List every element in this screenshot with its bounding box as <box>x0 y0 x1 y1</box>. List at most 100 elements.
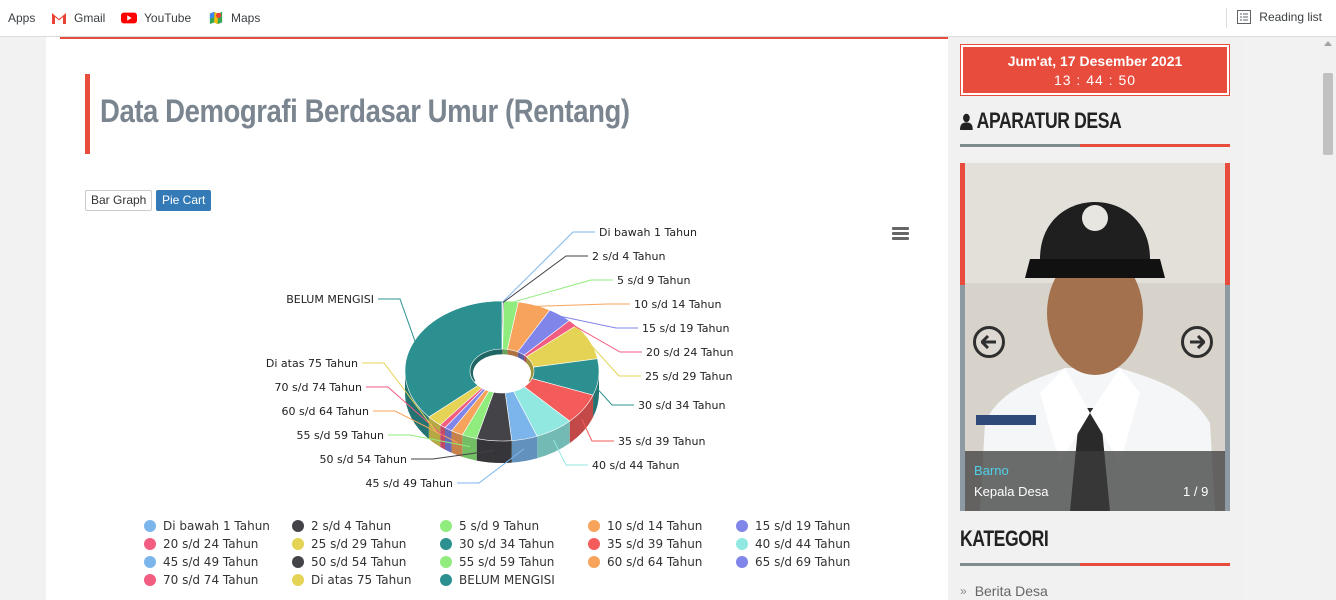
legend-item-11[interactable]: 50 s/d 54 Tahun <box>292 555 406 569</box>
data-label-17: BELUM MENGISI <box>286 293 374 306</box>
legend-item-14[interactable]: 65 s/d 69 Tahun <box>736 555 850 569</box>
legend-item-10[interactable]: 45 s/d 49 Tahun <box>144 555 258 569</box>
connector-9 <box>552 439 588 466</box>
connector-15 <box>366 386 445 437</box>
legend-item-4[interactable]: 15 s/d 19 Tahun <box>736 519 850 533</box>
slider-next-button[interactable] <box>1181 326 1213 358</box>
legend-item-15[interactable]: 70 s/d 74 Tahun <box>144 573 258 587</box>
legend-item-9[interactable]: 40 s/d 44 Tahun <box>736 537 850 551</box>
scroll-up-arrow-icon[interactable] <box>1324 41 1332 46</box>
connector-13 <box>373 410 459 444</box>
connector-3 <box>533 303 630 307</box>
slice-side-9 <box>537 421 570 459</box>
legend-item-13[interactable]: 60 s/d 64 Tahun <box>588 555 702 569</box>
legend-item-16[interactable]: Di atas 75 Tahun <box>292 573 411 587</box>
data-label-9: 40 s/d 44 Tahun <box>592 459 679 472</box>
legend-label-13: 60 s/d 64 Tahun <box>607 555 703 569</box>
slider-prev-button[interactable] <box>973 326 1005 358</box>
legend-marker-14 <box>736 556 748 568</box>
aparatur-title: APARATUR DESA <box>976 108 1122 133</box>
legend-label-10: 45 s/d 49 Tahun <box>163 555 259 569</box>
legend-label-7: 30 s/d 34 Tahun <box>459 537 555 551</box>
arrow-right-icon <box>1190 335 1205 349</box>
user-icon <box>960 113 973 130</box>
legend-marker-2 <box>440 520 452 532</box>
data-label-6: 25 s/d 29 Tahun <box>645 370 732 383</box>
youtube-icon <box>121 12 137 24</box>
legend-item-0[interactable]: Di bawah 1 Tahun <box>144 519 270 533</box>
slice-17[interactable] <box>404 300 503 418</box>
legend-marker-8 <box>588 538 600 550</box>
legend-item-3[interactable]: 10 s/d 14 Tahun <box>588 519 702 533</box>
connector-16 <box>362 362 437 432</box>
legend-marker-12 <box>440 556 452 568</box>
legend-item-5[interactable]: 20 s/d 24 Tahun <box>144 537 258 551</box>
legend-label-14: 65 s/d 69 Tahun <box>755 555 851 569</box>
legend-marker-9 <box>736 538 748 550</box>
pie-chart-button[interactable]: Pie Cart <box>156 190 212 211</box>
legend-label-2: 5 s/d 9 Tahun <box>459 519 540 533</box>
reading-list-button[interactable]: Reading list <box>1237 10 1322 24</box>
legend-marker-3 <box>588 520 600 532</box>
legend-label-0: Di bawah 1 Tahun <box>163 519 270 533</box>
bookmarks-separator <box>1226 8 1227 28</box>
arrow-left-icon <box>981 335 996 349</box>
legend-label-3: 10 s/d 14 Tahun <box>607 519 703 533</box>
bar-graph-button[interactable]: Bar Graph <box>85 190 153 211</box>
legend-marker-5 <box>144 538 156 550</box>
bookmark-apps[interactable]: Apps <box>8 10 35 26</box>
slider-accent-right <box>1225 163 1230 285</box>
legend-item-7[interactable]: 30 s/d 34 Tahun <box>440 537 554 551</box>
legend-item-2[interactable]: 5 s/d 9 Tahun <box>440 519 539 533</box>
legend-label-6: 25 s/d 29 Tahun <box>311 537 407 551</box>
official-role: Kepala Desa <box>974 484 1049 499</box>
legend-item-17[interactable]: BELUM MENGISI <box>440 573 555 587</box>
slide-caption: Barno Kepala Desa 1 / 9 <box>965 451 1225 511</box>
data-label-4: 15 s/d 19 Tahun <box>642 322 729 335</box>
legend-marker-11 <box>292 556 304 568</box>
legend-item-8[interactable]: 35 s/d 39 Tahun <box>588 537 702 551</box>
data-label-13: 60 s/d 64 Tahun <box>282 405 369 418</box>
bookmark-youtube[interactable]: YouTube <box>121 10 191 26</box>
legend-marker-17 <box>440 574 452 586</box>
connector-0 <box>501 231 595 303</box>
connector-10 <box>457 448 525 484</box>
scroll-thumb[interactable] <box>1323 73 1333 155</box>
kategori-item-berita-desa[interactable]: » Berita Desa <box>960 583 1048 599</box>
chart-menu-icon[interactable] <box>892 227 910 241</box>
data-label-12: 55 s/d 59 Tahun <box>297 429 384 442</box>
slice-side-10 <box>511 436 538 463</box>
slide-counter: 1 / 9 <box>1183 484 1209 499</box>
legend-label-9: 40 s/d 44 Tahun <box>755 537 851 551</box>
connector-7 <box>596 387 634 406</box>
slice-side-7 <box>593 371 599 418</box>
connector-11 <box>411 449 495 460</box>
aparatur-rule <box>960 144 1230 147</box>
legend-marker-13 <box>588 556 600 568</box>
legend-item-12[interactable]: 55 s/d 59 Tahun <box>440 555 554 569</box>
bookmark-maps-label: Maps <box>231 11 261 25</box>
donut-hole <box>473 354 531 393</box>
title-accent-bar <box>85 74 90 154</box>
slice-side-15 <box>440 424 445 450</box>
legend-item-6[interactable]: 25 s/d 29 Tahun <box>292 537 406 551</box>
slice-side-12 <box>462 434 477 461</box>
connector-12 <box>388 434 471 448</box>
aparatur-slider[interactable]: Barno Kepala Desa 1 / 9 <box>960 163 1230 511</box>
top-accent-line <box>60 37 948 39</box>
legend-item-1[interactable]: 2 s/d 4 Tahun <box>292 519 391 533</box>
data-label-16: Di atas 75 Tahun <box>266 357 358 370</box>
bookmark-maps[interactable]: Maps <box>208 10 260 26</box>
page: Data Demografi Berdasar Umur (Rentang) B… <box>0 37 1336 600</box>
gmail-icon <box>52 13 66 24</box>
page-scrollbar[interactable] <box>1320 37 1336 600</box>
legend-marker-4 <box>736 520 748 532</box>
data-label-8: 35 s/d 39 Tahun <box>618 435 705 448</box>
bookmark-gmail[interactable]: Gmail <box>51 10 105 26</box>
connector-5 <box>571 323 642 353</box>
bookmark-youtube-label: YouTube <box>144 11 192 25</box>
bookmark-gmail-label: Gmail <box>74 11 106 25</box>
connector-17 <box>378 298 416 343</box>
bookmark-apps-label: Apps <box>8 11 36 25</box>
data-label-11: 50 s/d 54 Tahun <box>320 453 407 466</box>
